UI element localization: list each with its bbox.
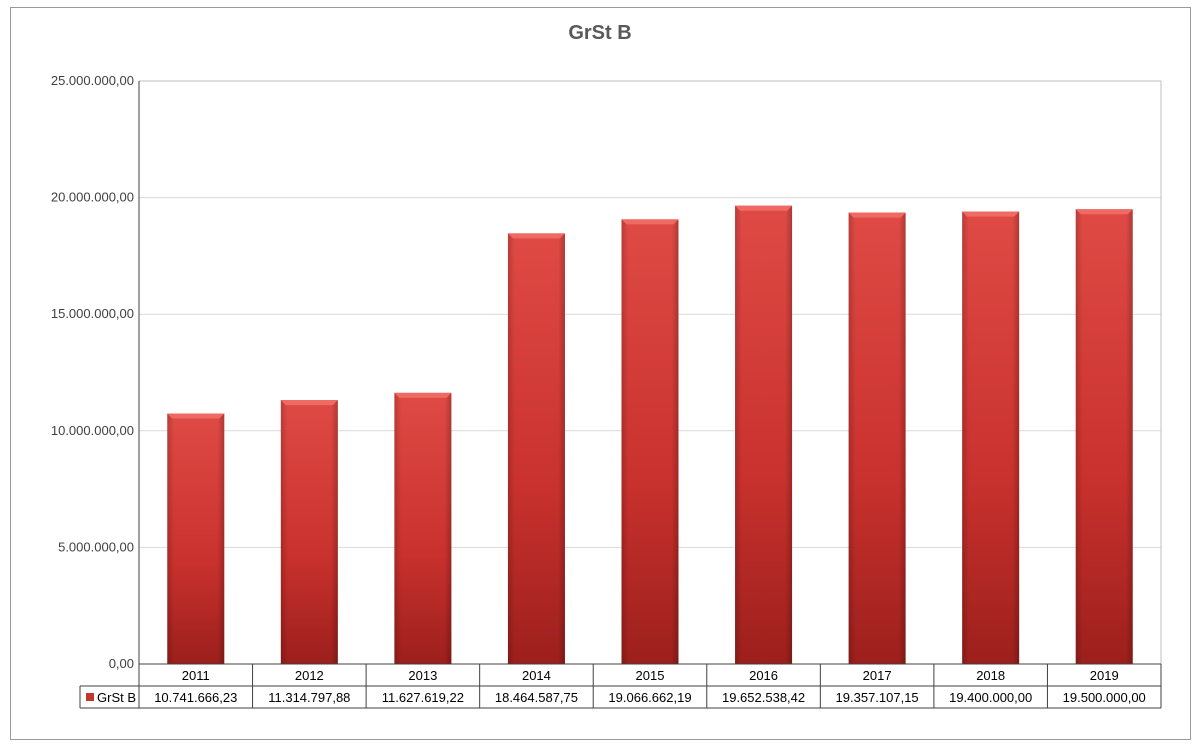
- x-tick-label: 2018: [976, 668, 1005, 683]
- x-tick-label: 2013: [408, 668, 437, 683]
- x-tick-label: 2019: [1090, 668, 1119, 683]
- legend-swatch: [86, 693, 94, 701]
- bar-bevel-2013: [394, 392, 452, 398]
- bar-shade-2016: [735, 205, 793, 664]
- bar-shade-2013: [394, 392, 452, 664]
- chart-title: GrSt B: [568, 22, 632, 44]
- bar-bevel-2019: [1075, 209, 1133, 215]
- y-tick-label: 10.000.000,00: [51, 423, 134, 438]
- data-label: 19.400.000,00: [949, 690, 1032, 705]
- data-label: 19.357.107,15: [836, 690, 919, 705]
- y-tick-label: 5.000.000,00: [58, 539, 134, 554]
- data-label: 11.627.619,22: [382, 690, 464, 705]
- x-tick-label: 2016: [749, 668, 778, 683]
- bar-shade-2017: [848, 212, 906, 664]
- y-tick-label: 15.000.000,00: [51, 306, 134, 321]
- bar-shade-2014: [507, 233, 565, 664]
- bar-shade-2011: [167, 413, 225, 664]
- data-label: 18.464.587,75: [495, 690, 578, 705]
- x-tick-label: 2012: [295, 668, 324, 683]
- data-label: 10.741.666,23: [154, 690, 237, 705]
- y-tick-label: 0,00: [109, 656, 134, 671]
- x-tick-label: 2014: [522, 668, 551, 683]
- bar-shade-2012: [280, 400, 338, 664]
- x-tick-label: 2017: [863, 668, 892, 683]
- data-label: 19.652.538,42: [722, 690, 805, 705]
- legend-label: GrSt B: [97, 690, 136, 705]
- bar-shade-2019: [1075, 209, 1133, 664]
- bar-shade-2018: [962, 211, 1020, 665]
- data-label: 19.066.662,19: [608, 690, 691, 705]
- bar-bevel-2015: [621, 219, 679, 225]
- bar-bevel-2014: [507, 233, 565, 239]
- y-tick-label: 25.000.000,00: [51, 73, 134, 88]
- x-tick-label: 2011: [182, 668, 210, 683]
- bar-bevel-2012: [280, 400, 338, 406]
- bar-bevel-2018: [962, 211, 1020, 217]
- data-label: 11.314.797,88: [268, 690, 350, 705]
- x-tick-label: 2015: [636, 668, 665, 683]
- bar-bevel-2016: [735, 205, 793, 211]
- bar-shade-2015: [621, 219, 679, 665]
- data-label: 19.500.000,00: [1063, 690, 1146, 705]
- y-tick-label: 20.000.000,00: [51, 190, 134, 205]
- bar-bevel-2017: [848, 212, 906, 218]
- bar-bevel-2011: [167, 413, 225, 419]
